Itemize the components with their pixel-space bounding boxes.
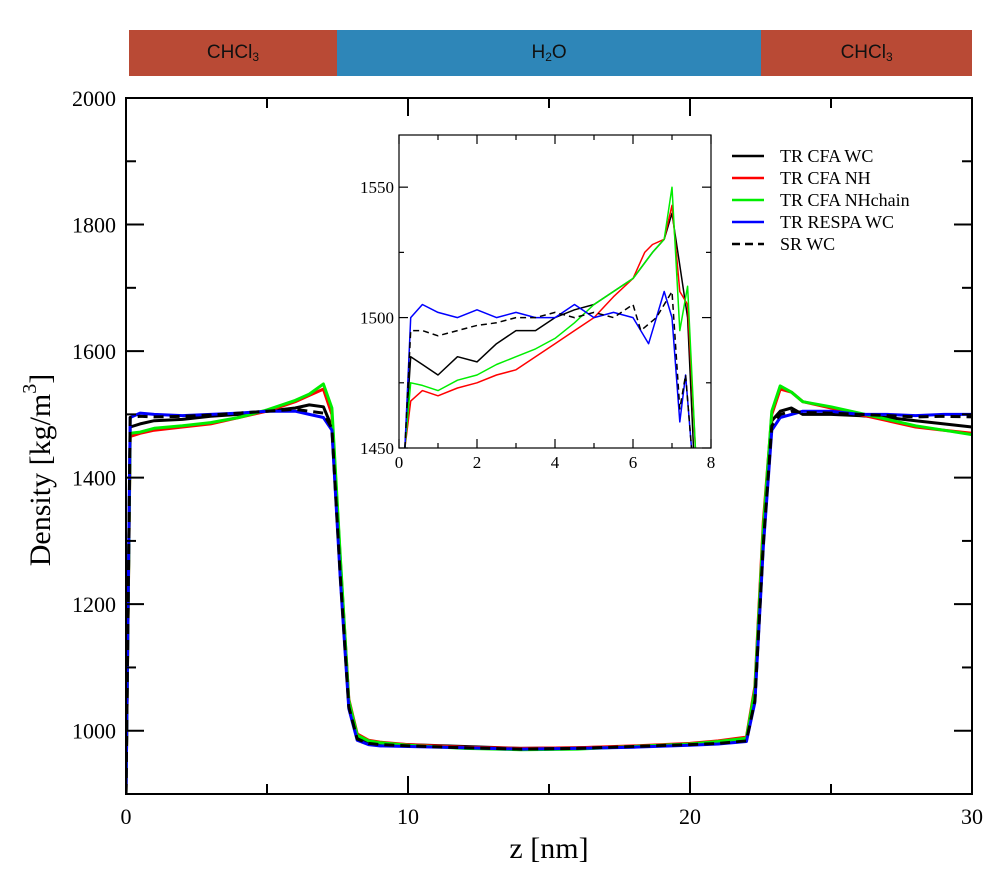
phase-segment-water: H2O [336,30,762,76]
series-line-tr-respa-wc [126,409,972,794]
x-tick-label: 0 [121,804,132,829]
x-tick-label: 30 [961,804,983,829]
y-tick-label: 1500 [360,309,394,328]
y-axis-title: Density [kg/m3] [19,374,57,567]
inset-series-group [404,186,697,448]
x-tick-label: 10 [397,804,419,829]
y-tick-label: 1200 [72,592,116,617]
phase-label: CHCl3 [840,42,893,64]
x-tick-label: 0 [395,453,404,472]
legend-label: TR CFA WC [780,146,873,166]
x-axis-title: z [nm] [509,832,588,865]
inset-background [399,135,711,448]
series-line-tr-respa-wc [404,290,693,448]
legend-label: SR WC [780,234,835,254]
phase-bar: CHCl3 H2O CHCl3 [129,30,972,76]
y-tick-label: 1550 [360,178,394,197]
x-tick-label: 2 [473,453,482,472]
x-tick-label: 4 [551,453,560,472]
y-tick-label: 1600 [72,339,116,364]
phase-label: H2O [531,42,567,64]
series-line-tr-cfa-wc [404,212,695,448]
y-tick-label: 1800 [72,213,116,238]
series-line-sr-wc [404,290,693,448]
y-tick-label: 1000 [72,719,116,744]
y-tick-label: 1400 [72,466,116,491]
x-tick-label: 6 [629,453,638,472]
legend-label: TR CFA NH [780,168,871,188]
x-tick-label: 20 [679,804,701,829]
y-tick-label: 1450 [360,439,394,458]
series-line-tr-cfa-nhchain [404,186,697,448]
series-line-tr-cfa-nh [404,204,697,448]
legend-label: TR CFA NHchain [780,190,910,210]
phase-label: CHCl3 [206,42,259,64]
series-line-sr-wc [126,407,972,794]
series-line-tr-cfa-nh [126,387,972,794]
phase-segment-chcl3-right: CHCl3 [761,30,972,76]
main-series-group [126,382,972,794]
series-line-tr-cfa-wc [126,403,972,794]
y-tick-label: 2000 [72,86,116,111]
legend-label: TR RESPA WC [780,212,894,232]
phase-segment-chcl3-left: CHCl3 [129,30,337,76]
inset-axes: 0 2 4 6 8 1450 1500 1550 [360,134,716,472]
x-tick-label: 8 [707,453,716,472]
